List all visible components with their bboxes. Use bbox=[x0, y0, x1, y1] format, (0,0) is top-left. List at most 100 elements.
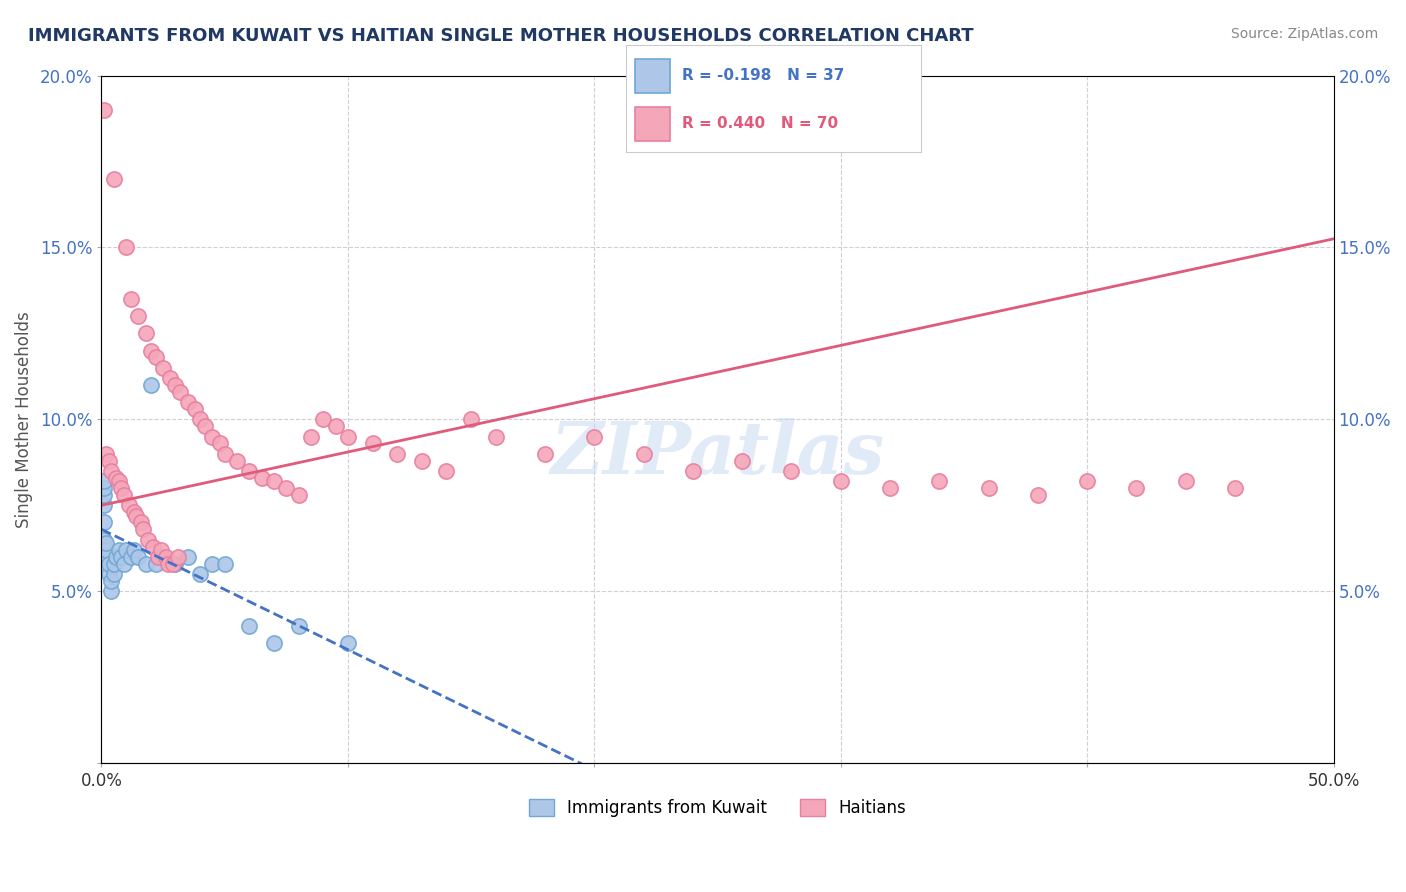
Point bbox=[1174, 474, 1197, 488]
Point bbox=[177, 395, 200, 409]
Point bbox=[103, 557, 125, 571]
Point bbox=[105, 471, 128, 485]
Point bbox=[167, 549, 190, 564]
Point bbox=[583, 429, 606, 443]
Point bbox=[93, 474, 115, 488]
Point bbox=[97, 557, 120, 571]
Point bbox=[1223, 481, 1246, 495]
Point bbox=[633, 447, 655, 461]
Point bbox=[93, 516, 115, 530]
Point bbox=[132, 522, 155, 536]
Point bbox=[226, 453, 249, 467]
Point bbox=[127, 549, 149, 564]
Point bbox=[336, 429, 359, 443]
Point bbox=[129, 516, 152, 530]
Point bbox=[135, 557, 157, 571]
Point bbox=[263, 474, 285, 488]
Point bbox=[162, 557, 184, 571]
Point bbox=[139, 343, 162, 358]
Point bbox=[287, 618, 309, 632]
Point bbox=[159, 371, 181, 385]
Point bbox=[93, 481, 115, 495]
Point bbox=[152, 360, 174, 375]
Point bbox=[100, 574, 122, 588]
Y-axis label: Single Mother Households: Single Mother Households bbox=[15, 311, 32, 528]
Point bbox=[263, 636, 285, 650]
Point bbox=[682, 464, 704, 478]
Point bbox=[93, 103, 115, 117]
Point bbox=[139, 378, 162, 392]
Point bbox=[100, 584, 122, 599]
Point bbox=[238, 464, 260, 478]
Point bbox=[122, 543, 145, 558]
Point bbox=[115, 543, 138, 558]
Point bbox=[830, 474, 852, 488]
Text: Source: ZipAtlas.com: Source: ZipAtlas.com bbox=[1230, 27, 1378, 41]
Point bbox=[96, 549, 118, 564]
Point bbox=[93, 549, 115, 564]
Point bbox=[177, 549, 200, 564]
Point bbox=[250, 471, 273, 485]
Point bbox=[1076, 474, 1098, 488]
Point bbox=[165, 378, 187, 392]
Text: R = 0.440   N = 70: R = 0.440 N = 70 bbox=[682, 116, 838, 131]
Point bbox=[136, 533, 159, 547]
Point bbox=[184, 402, 207, 417]
Point bbox=[149, 543, 172, 558]
Point bbox=[155, 549, 177, 564]
Point bbox=[145, 351, 167, 365]
Point bbox=[299, 429, 322, 443]
FancyBboxPatch shape bbox=[634, 107, 669, 141]
Point bbox=[125, 508, 148, 523]
Point bbox=[96, 536, 118, 550]
Point bbox=[110, 481, 132, 495]
Point bbox=[287, 488, 309, 502]
Text: IMMIGRANTS FROM KUWAIT VS HAITIAN SINGLE MOTHER HOUSEHOLDS CORRELATION CHART: IMMIGRANTS FROM KUWAIT VS HAITIAN SINGLE… bbox=[28, 27, 974, 45]
Point bbox=[120, 549, 142, 564]
Legend: Immigrants from Kuwait, Haitians: Immigrants from Kuwait, Haitians bbox=[522, 792, 912, 823]
Point bbox=[93, 533, 115, 547]
Point bbox=[142, 540, 165, 554]
FancyBboxPatch shape bbox=[634, 59, 669, 93]
Point bbox=[93, 488, 115, 502]
Point bbox=[169, 384, 191, 399]
Point bbox=[276, 481, 298, 495]
Point bbox=[238, 618, 260, 632]
Point bbox=[107, 474, 129, 488]
Point bbox=[100, 464, 122, 478]
Point bbox=[201, 557, 224, 571]
Point bbox=[780, 464, 803, 478]
Text: ZIPatlas: ZIPatlas bbox=[551, 418, 884, 489]
Point bbox=[188, 412, 211, 426]
Point bbox=[152, 549, 174, 564]
Point bbox=[165, 557, 187, 571]
Point bbox=[336, 636, 359, 650]
Point bbox=[156, 557, 179, 571]
Point bbox=[115, 240, 138, 254]
Point bbox=[361, 436, 384, 450]
Point bbox=[214, 447, 236, 461]
Point bbox=[146, 549, 169, 564]
Point bbox=[122, 505, 145, 519]
Point bbox=[112, 557, 135, 571]
Point bbox=[731, 453, 754, 467]
Point bbox=[117, 498, 139, 512]
Point bbox=[135, 326, 157, 341]
Point bbox=[214, 557, 236, 571]
Point bbox=[93, 498, 115, 512]
Point bbox=[194, 419, 217, 434]
Point bbox=[103, 567, 125, 582]
Point bbox=[97, 567, 120, 582]
Point bbox=[97, 453, 120, 467]
Point bbox=[1125, 481, 1147, 495]
Point bbox=[127, 309, 149, 323]
Point bbox=[145, 557, 167, 571]
Point bbox=[411, 453, 433, 467]
Point bbox=[485, 429, 508, 443]
Point bbox=[385, 447, 408, 461]
Point bbox=[105, 549, 128, 564]
Point bbox=[107, 543, 129, 558]
Point bbox=[96, 447, 118, 461]
Point bbox=[436, 464, 458, 478]
Point bbox=[120, 292, 142, 306]
